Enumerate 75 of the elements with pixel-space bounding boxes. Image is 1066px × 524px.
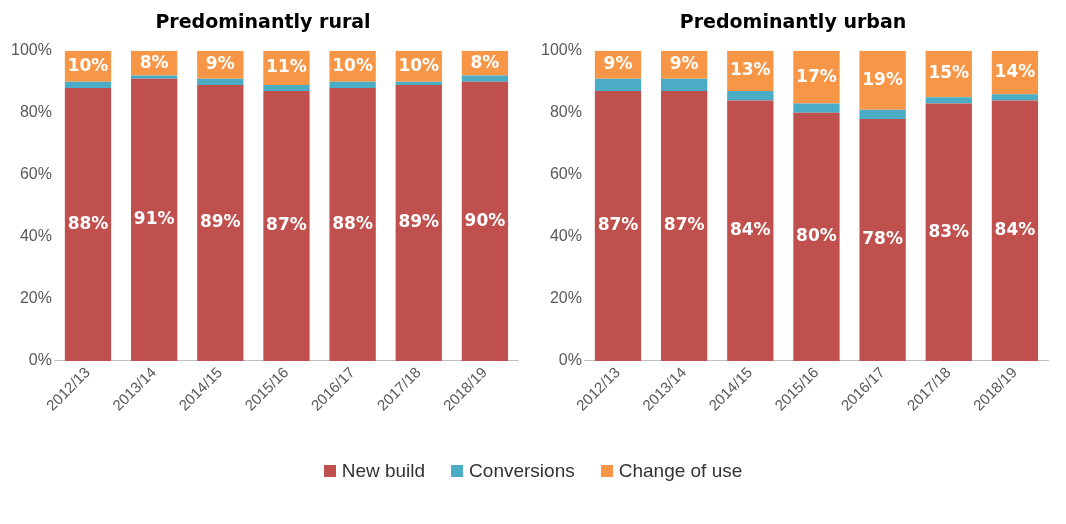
legend-label: Change of use	[618, 460, 743, 482]
bar	[727, 100, 774, 361]
bar	[594, 78, 642, 92]
y-tick-label: 80%	[19, 103, 52, 121]
chart-title: Predominantly rural	[155, 10, 371, 33]
y-tick-label: 20%	[19, 289, 52, 307]
bar	[131, 75, 178, 79]
bar	[329, 88, 376, 361]
data-label: 78%	[862, 228, 903, 249]
data-label: 9%	[205, 53, 235, 74]
data-label: 87%	[266, 214, 307, 235]
bar	[197, 78, 244, 85]
data-label: 80%	[796, 225, 837, 246]
data-label: 91%	[133, 208, 175, 229]
y-tick-label: 40%	[549, 227, 582, 245]
data-label: 9%	[603, 53, 633, 74]
y-tick-label: 60%	[549, 165, 582, 183]
data-label: 89%	[199, 211, 241, 232]
data-label: 84%	[729, 219, 771, 240]
data-label: 90%	[464, 209, 506, 230]
chart-title: Predominantly urban	[679, 10, 907, 33]
bar	[859, 50, 906, 110]
data-label: 19%	[862, 68, 903, 89]
bar	[991, 100, 1039, 361]
bar	[461, 75, 509, 82]
data-label: 11%	[266, 56, 307, 77]
legend-label: Conversions	[469, 460, 575, 482]
data-label: 10%	[332, 54, 373, 75]
bar	[263, 91, 310, 361]
data-label: 88%	[67, 212, 109, 233]
data-label: 14%	[994, 60, 1036, 81]
y-tick-label: 20%	[549, 289, 582, 307]
bar	[594, 91, 642, 361]
bar	[661, 91, 708, 361]
bar	[197, 84, 244, 361]
bar	[131, 78, 178, 361]
bar	[64, 81, 112, 89]
data-label: 8%	[139, 51, 169, 72]
bar	[925, 103, 972, 361]
y-tick-label: 80%	[549, 103, 582, 121]
data-label: 88%	[332, 212, 373, 233]
bar	[329, 81, 376, 89]
data-label: 13%	[729, 59, 771, 80]
data-label: 87%	[663, 214, 705, 235]
data-label: 10%	[398, 54, 440, 75]
data-label: 10%	[67, 54, 109, 75]
bar	[793, 103, 840, 113]
y-tick-label: 60%	[19, 165, 52, 183]
bar	[991, 94, 1039, 101]
bar	[64, 88, 112, 361]
y-tick-label: 100%	[541, 41, 582, 59]
bar	[859, 119, 906, 361]
data-label: 17%	[796, 65, 837, 86]
y-tick-label: 0%	[28, 351, 52, 369]
data-label: 89%	[398, 211, 440, 232]
bar	[925, 97, 972, 104]
bar	[461, 81, 509, 361]
data-label: 9%	[669, 53, 699, 74]
data-label: 15%	[928, 62, 970, 83]
legend-label: New build	[341, 460, 426, 482]
data-label: 83%	[928, 220, 970, 241]
bar	[727, 91, 774, 101]
data-label: 8%	[470, 51, 500, 72]
bar	[263, 84, 310, 92]
y-tick-label: 100%	[11, 41, 52, 59]
data-label: 87%	[597, 214, 639, 235]
bar	[859, 109, 906, 120]
bar	[661, 78, 708, 92]
bar	[395, 84, 442, 361]
bar	[793, 112, 840, 361]
y-tick-label: 0%	[558, 351, 582, 369]
data-label: 84%	[994, 219, 1036, 240]
y-tick-label: 40%	[19, 227, 52, 245]
bar	[793, 50, 840, 104]
bar	[395, 81, 442, 85]
